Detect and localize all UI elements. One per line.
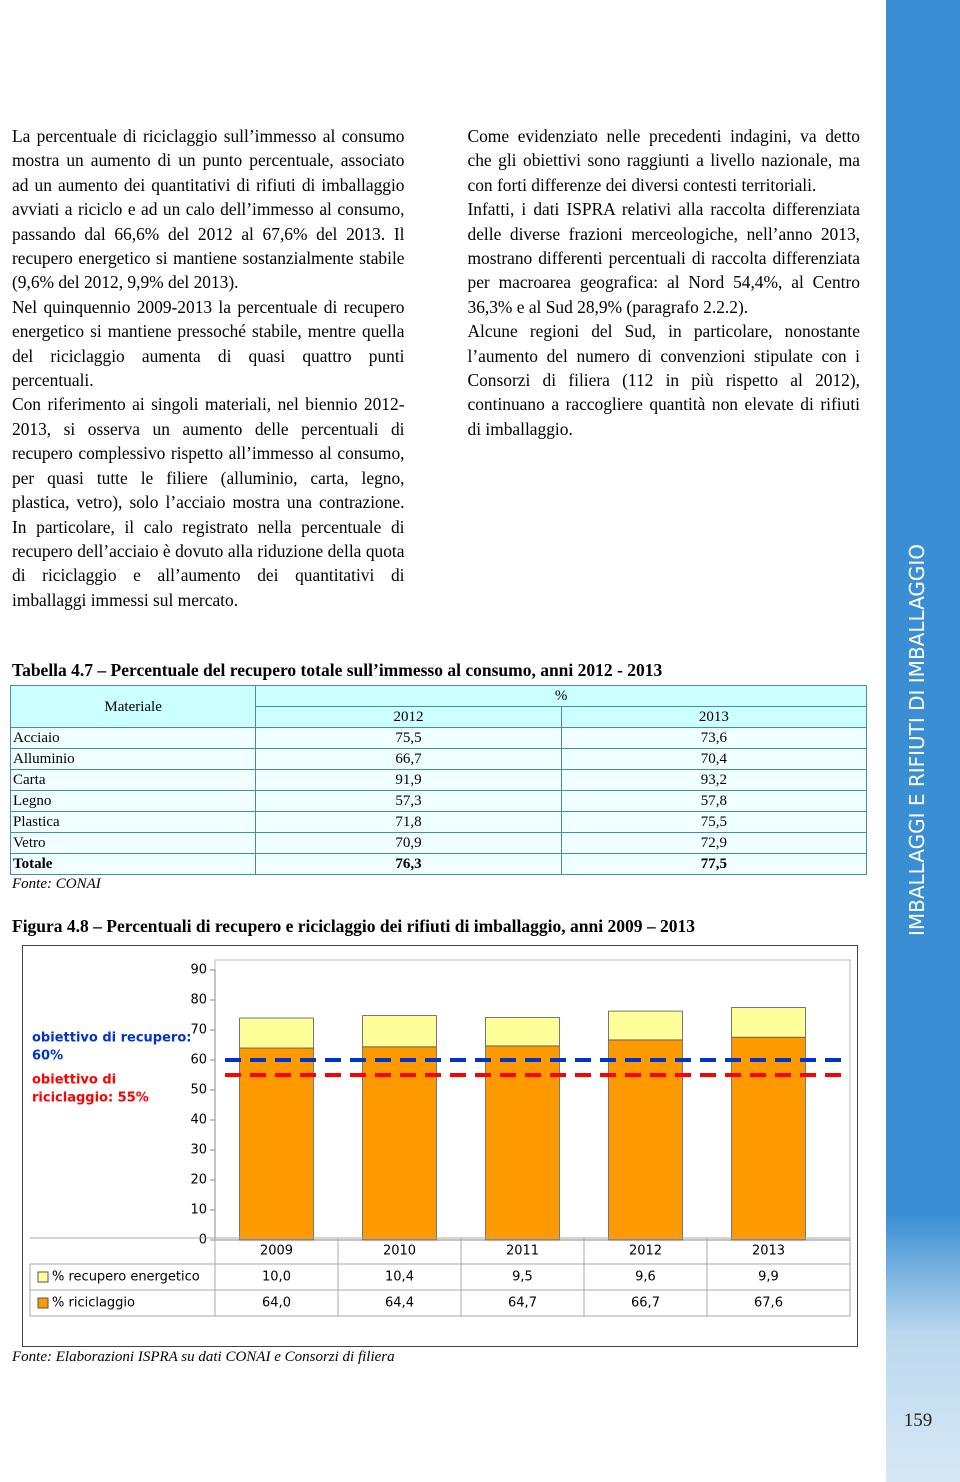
header-row: 2012 2013 [11,706,868,728]
bar-segment [362,1015,437,1048]
legend-label: % recupero energetico [52,1270,200,1285]
bar-segment [731,1007,806,1038]
annotation: obiettivo di [32,1073,116,1088]
bar-segment [485,1045,560,1241]
table-cell: Vetro [9,832,257,854]
bar-segment [608,1010,683,1041]
table-row: Carta 91,9 93,2 [9,769,868,791]
paragraph: Come evidenziato nelle precedenti indagi… [467,126,861,195]
value-label: 64,0 [262,1296,291,1311]
table-cell: Plastica [9,811,257,833]
y-tick-label: 20 [190,1173,207,1188]
table-cell: 77,5 [560,853,868,875]
bar-segment [608,1039,683,1241]
y-tick-label: 80 [190,993,207,1008]
header-cell: % [255,685,867,707]
table-cell: Acciaio [9,727,257,749]
value-label: 64,7 [508,1296,537,1311]
table-cell: 70,4 [560,748,868,770]
header-row: Materiale% [9,685,867,728]
value-label: 9,9 [758,1270,779,1285]
table-cell: 91,9 [255,769,562,791]
value-label: 66,7 [631,1296,660,1311]
table-row: Vetro 70,9 72,9 [9,832,868,854]
y-tick-label: 30 [190,1143,207,1158]
table-cell: 66,7 [255,748,562,770]
table-row: Plastica 71,8 75,5 [9,811,868,833]
annotation: riciclaggio: 55% [32,1091,149,1106]
header-cell: 2013 [560,706,868,728]
bar-segment [485,1017,560,1047]
sidebar-title: IMBALLAGGI E RIFIUTI DI IMBALLAGGIO [905,543,929,937]
table-cell: 76,3 [255,853,562,875]
y-tick-label: 50 [190,1083,207,1098]
x-tick-label: 2010 [383,1244,416,1259]
y-tick-label: 40 [190,1113,207,1128]
value-label: 64,4 [385,1296,414,1311]
table-row: Alluminio 66,7 70,4 [9,748,868,770]
body-text: La percentuale di riciclaggio sull’immes… [12,124,860,629]
table-cell: 57,8 [560,790,868,812]
table-cell: 75,5 [255,727,562,749]
y-tick-label: 10 [190,1203,207,1218]
table-row: Acciaio 75,5 73,6 [9,727,868,749]
paragraph: Alcune regioni del Sud, in particolare, … [467,321,861,439]
header-cell: Materiale [9,685,257,728]
x-tick-label: 2011 [506,1244,539,1259]
figure-source: Fonte: Elaborazioni ISPRA su dati CONAI … [12,1349,395,1365]
x-tick-label: 2012 [629,1244,662,1259]
paragraph: Nel quinquennio 2009-2013 la percentuale… [12,296,405,391]
table-row: Legno 57,3 57,8 [9,790,868,812]
paragraph: Con riferimento ai singoli materiali, ne… [12,394,405,610]
value-label: 67,6 [754,1296,783,1311]
data-table: Materiale% 2012 2013 Acciaio 75,5 73,6 Allumin… [9,685,868,875]
legend-swatch [37,1297,49,1309]
table-row: Totale 76,3 77,5 [9,853,868,875]
annotation: 60% [32,1049,63,1064]
y-tick-label: 0 [199,1233,207,1248]
table-cell: 72,9 [560,832,868,854]
legend-swatch [37,1271,49,1283]
figure-caption: Figura 4.8 – Percentuali di recupero e r… [12,916,695,936]
table-cell: 93,2 [560,769,868,791]
y-tick-label: 70 [190,1023,207,1038]
legend-label: % riciclaggio [52,1296,135,1311]
table-cell: Alluminio [9,748,257,770]
x-tick-label: 2009 [260,1244,293,1259]
page-number: 159 [903,1410,933,1431]
table-cell: Totale [9,853,257,875]
table-source: Fonte: CONAI [12,876,101,892]
bar-segment [239,1017,314,1049]
table-cell: Legno [9,790,257,812]
value-label: 9,5 [512,1270,533,1285]
value-label: 10,4 [385,1270,414,1285]
sidebar [886,0,960,1482]
table-cell: 70,9 [255,832,562,854]
bar-segment [731,1036,806,1241]
table-cell: Carta [9,769,257,791]
y-tick-label: 60 [190,1053,207,1068]
table-cell: 71,8 [255,811,562,833]
bar-segment [362,1046,437,1241]
header-cell: 2012 [255,706,562,728]
table-cell: 73,6 [560,727,868,749]
value-label: 10,0 [262,1270,291,1285]
annotation: obiettivo di recupero: [32,1031,191,1046]
x-tick-label: 2013 [752,1244,785,1259]
y-tick-label: 90 [190,963,207,978]
table-caption: Tabella 4.7 – Percentuale del recupero t… [12,660,663,680]
table-cell: 75,5 [560,811,868,833]
table-cell: 57,3 [255,790,562,812]
value-label: 9,6 [635,1270,656,1285]
bar-segment [239,1047,314,1241]
paragraph: La percentuale di riciclaggio sull’immes… [12,126,405,293]
chart: 0 10 20 30 40 50 60 70 80 90 obiettivo di recupero… [22,945,858,1347]
paragraph: Infatti, i dati ISPRA relativi alla racc… [467,199,861,317]
